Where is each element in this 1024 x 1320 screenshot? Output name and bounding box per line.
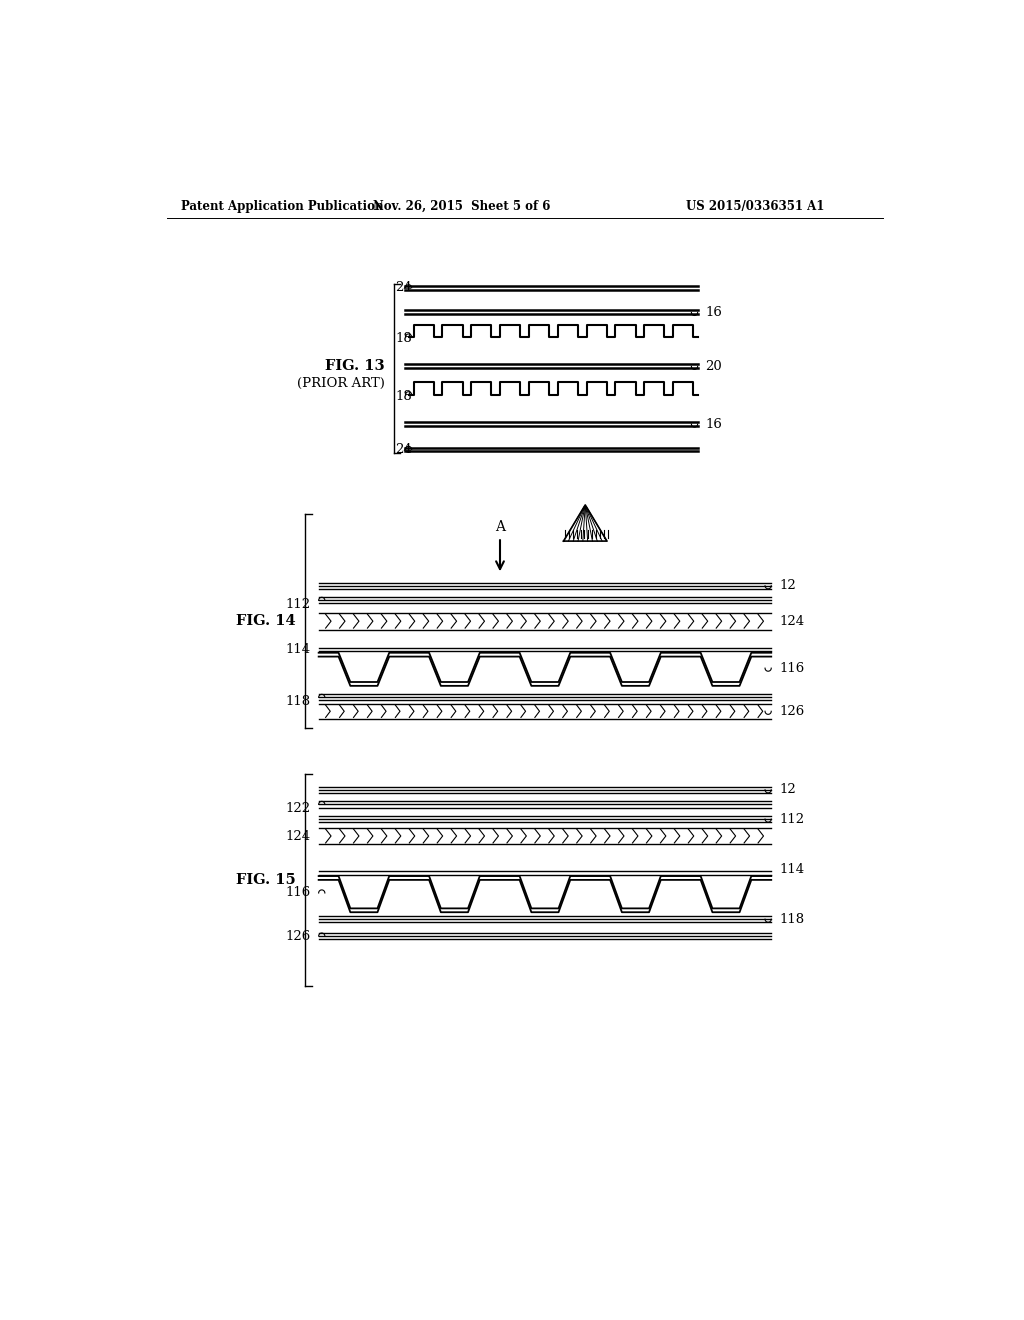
- Text: 118: 118: [779, 912, 804, 925]
- Text: 24: 24: [395, 281, 412, 294]
- Text: 116: 116: [779, 661, 804, 675]
- Text: Patent Application Publication: Patent Application Publication: [180, 199, 383, 213]
- Text: 18: 18: [395, 389, 412, 403]
- Text: 116: 116: [286, 887, 311, 899]
- Text: (PRIOR ART): (PRIOR ART): [297, 376, 385, 389]
- Text: FIG. 14: FIG. 14: [236, 614, 295, 628]
- Text: FIG. 15: FIG. 15: [236, 873, 295, 887]
- Text: Nov. 26, 2015  Sheet 5 of 6: Nov. 26, 2015 Sheet 5 of 6: [373, 199, 550, 213]
- Text: 122: 122: [286, 801, 311, 814]
- Text: 16: 16: [706, 306, 722, 319]
- Text: 24: 24: [395, 444, 412, 455]
- Text: 12: 12: [779, 783, 796, 796]
- Text: 114: 114: [286, 643, 311, 656]
- Text: 118: 118: [286, 694, 311, 708]
- Text: 124: 124: [779, 615, 804, 628]
- Text: 12: 12: [779, 579, 796, 593]
- Text: 126: 126: [779, 705, 804, 718]
- Text: 18: 18: [395, 333, 412, 345]
- Text: 126: 126: [286, 929, 311, 942]
- Text: 112: 112: [779, 813, 804, 825]
- Text: US 2015/0336351 A1: US 2015/0336351 A1: [686, 199, 824, 213]
- Text: FIG. 13: FIG. 13: [325, 359, 385, 374]
- Text: 16: 16: [706, 417, 722, 430]
- Text: 20: 20: [706, 360, 722, 372]
- Text: 114: 114: [779, 862, 804, 875]
- Text: A: A: [495, 520, 505, 535]
- Text: 112: 112: [286, 598, 311, 611]
- Text: 124: 124: [286, 829, 311, 842]
